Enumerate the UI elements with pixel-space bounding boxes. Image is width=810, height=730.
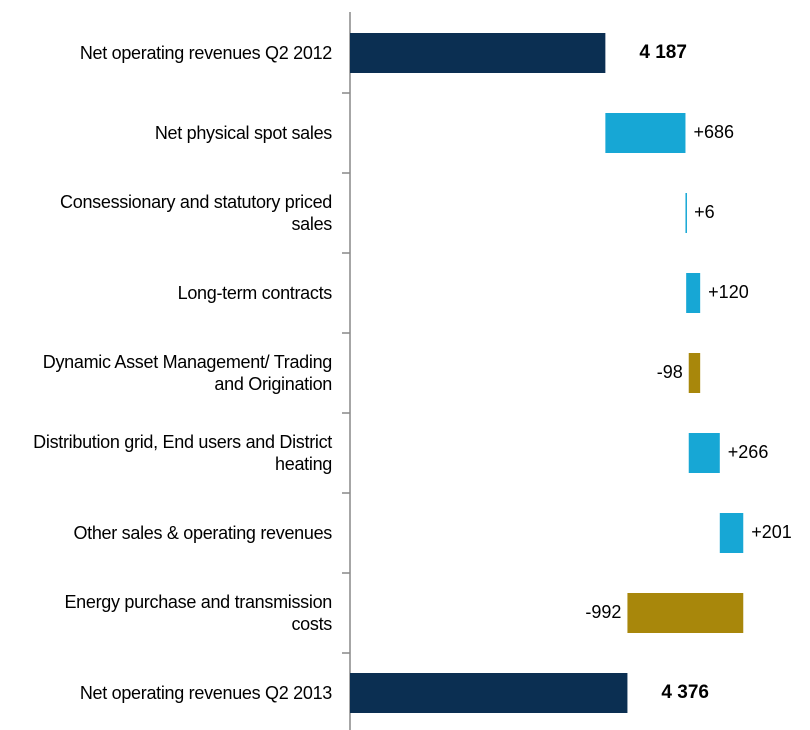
value-label: +201: [751, 522, 792, 542]
bar: [719, 513, 744, 553]
bar: [688, 353, 701, 393]
category-label: Net operating revenues Q2 2013: [79, 683, 332, 703]
value-label: +6: [694, 202, 715, 222]
bar: [350, 33, 606, 73]
value-label: -98: [657, 362, 683, 382]
bar: [605, 113, 686, 153]
value-label: +266: [728, 442, 769, 462]
category-label: Consessionary and statutory priced sales: [60, 192, 332, 234]
value-label: +120: [708, 282, 749, 302]
bar: [350, 673, 628, 713]
category-label: Distribution grid, End users and Distric…: [33, 432, 332, 474]
value-label: 4 187: [639, 42, 687, 63]
category-label: Net physical spot sales: [154, 123, 332, 143]
category-label: Dynamic Asset Management/ Trading and Or…: [42, 352, 333, 394]
value-label: 4 376: [661, 682, 709, 703]
value-label: -992: [585, 602, 621, 622]
value-label: +686: [693, 122, 734, 142]
category-label: Other sales & operating revenues: [73, 523, 332, 543]
category-label: Energy purchase and transmission costs: [64, 592, 332, 634]
category-label: Net operating revenues Q2 2012: [79, 43, 332, 63]
category-label: Long-term contracts: [177, 283, 333, 303]
bar: [627, 593, 744, 633]
bar: [686, 273, 701, 313]
bar: [685, 193, 687, 233]
bar: [688, 433, 720, 473]
